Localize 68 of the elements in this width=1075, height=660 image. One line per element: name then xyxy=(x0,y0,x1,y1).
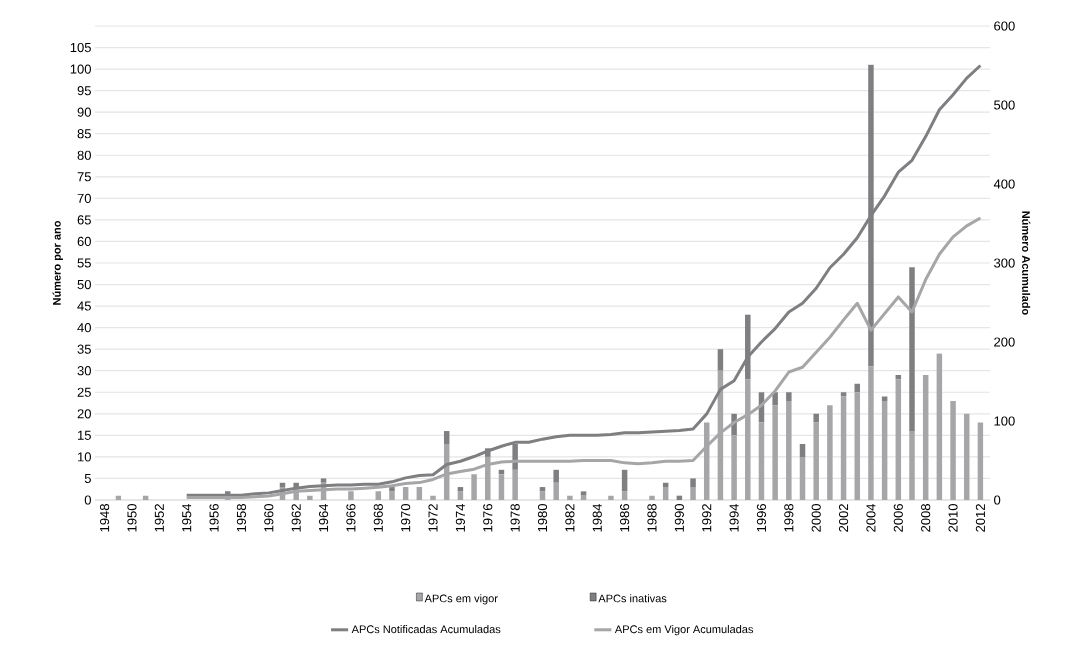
x-tick-label: 2010 xyxy=(948,504,958,532)
y-tick-label: 35 xyxy=(77,344,91,354)
y-tick-label: 15 xyxy=(78,430,91,440)
y-tick-label: 50 xyxy=(77,279,91,290)
y-tick-label: 100 xyxy=(70,64,91,74)
x-tick-label: 2012 xyxy=(975,504,986,532)
y-tick-label: 70 xyxy=(77,193,91,203)
y2-tick-label: 200 xyxy=(994,337,1015,347)
x-tick-label: 1978 xyxy=(510,504,520,532)
x-tick-label: 1954 xyxy=(182,503,192,532)
y-tick-label: 95 xyxy=(77,86,91,96)
x-tick-label: 1964 xyxy=(318,503,329,532)
y2-axis-title: Número Acumulado xyxy=(1022,211,1031,315)
y2-tick-label: 300 xyxy=(994,258,1015,268)
x-tick-label: 2006 xyxy=(893,504,903,532)
legend-label: APCs Notificadas Acumuladas xyxy=(351,625,501,634)
x-tick-label: 1984 xyxy=(592,503,602,532)
y-tick-label: 105 xyxy=(70,42,91,53)
y-tick-label: 5 xyxy=(84,473,91,483)
x-tick-label: 1972 xyxy=(428,504,438,532)
legend-label: APCs em Vigor Acumuladas xyxy=(614,625,754,636)
y2-tick-label: 600 xyxy=(994,21,1015,31)
y-tick-label: 40 xyxy=(77,323,91,333)
x-tick-label: 2000 xyxy=(811,504,821,532)
legend-label: APCs em vigor xyxy=(424,594,498,605)
x-tick-label: 1990 xyxy=(674,504,684,532)
x-tick-label: 2004 xyxy=(866,503,876,532)
x-tick-label: 1994 xyxy=(729,503,739,532)
y2-tick-label: 0 xyxy=(994,495,1001,505)
y-tick-label: 30 xyxy=(77,366,91,376)
x-tick-label: 2002 xyxy=(838,504,849,532)
x-tick-label: 2008 xyxy=(921,504,931,532)
y-tick-label: 85 xyxy=(77,129,91,139)
x-tick-label: 1958 xyxy=(236,504,247,532)
y-tick-label: 60 xyxy=(77,236,91,247)
y-tick-label: 0 xyxy=(84,495,91,505)
x-tick-label: 1988 xyxy=(647,504,657,532)
x-tick-label: 1974 xyxy=(455,503,465,532)
x-tick-label: 1960 xyxy=(264,504,274,532)
x-tick-label: 1950 xyxy=(127,504,137,532)
x-tick-label: 1952 xyxy=(154,504,164,532)
x-tick-label: 1962 xyxy=(291,504,301,532)
x-tick-label: 1992 xyxy=(702,504,712,532)
y-tick-label: 45 xyxy=(77,301,91,311)
x-tick-label: 1970 xyxy=(401,504,411,532)
x-tick-label: 1982 xyxy=(565,504,575,532)
legend-label: APCs inativas xyxy=(598,594,667,603)
x-tick-label: 1976 xyxy=(483,504,493,532)
y-axis-title: Número por ano xyxy=(52,220,63,305)
y-tick-label: 90 xyxy=(77,107,91,117)
y-tick-label: 25 xyxy=(77,387,91,397)
x-tick-label: 1966 xyxy=(346,504,356,532)
y2-tick-label: 100 xyxy=(994,416,1015,426)
y-tick-label: 75 xyxy=(77,172,91,182)
x-tick-label: 1980 xyxy=(537,504,548,532)
x-tick-label: 1956 xyxy=(209,504,219,532)
x-tick-label: 1986 xyxy=(620,504,630,532)
y-tick-label: 20 xyxy=(77,409,91,419)
y-tick-label: 10 xyxy=(78,452,91,462)
x-tick-label: 1996 xyxy=(756,504,767,532)
x-tick-label: 1968 xyxy=(373,504,383,532)
y2-tick-label: 500 xyxy=(994,100,1015,110)
y-tick-label: 65 xyxy=(77,215,91,225)
y2-tick-label: 400 xyxy=(993,179,1015,189)
x-tick-label: 1948 xyxy=(99,504,110,532)
y-tick-label: 80 xyxy=(77,150,91,160)
y-tick-label: 55 xyxy=(77,258,91,268)
x-tick-label: 1998 xyxy=(784,504,794,532)
